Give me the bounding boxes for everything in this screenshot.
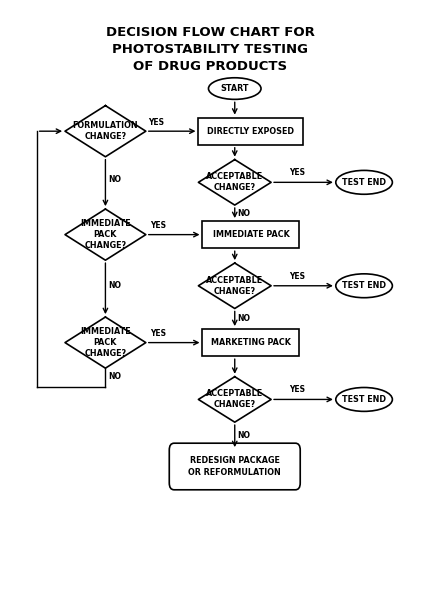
Text: NO: NO (237, 314, 250, 323)
Text: REDESIGN PACKAGE
OR REFORMULATION: REDESIGN PACKAGE OR REFORMULATION (188, 456, 281, 477)
Bar (203, 221, 299, 248)
Ellipse shape (336, 170, 392, 194)
Text: IMMEDIATE
PACK
CHANGE?: IMMEDIATE PACK CHANGE? (80, 219, 131, 250)
Text: START: START (221, 84, 249, 93)
Text: TEST END: TEST END (342, 281, 386, 290)
Ellipse shape (208, 78, 261, 99)
Text: FORMULATION
CHANGE?: FORMULATION CHANGE? (72, 121, 138, 141)
Text: NO: NO (109, 281, 122, 290)
Text: IMMEDIATE PACK: IMMEDIATE PACK (213, 230, 289, 239)
Text: TEST END: TEST END (342, 395, 386, 404)
Text: ACCEPTABLE
CHANGE?: ACCEPTABLE CHANGE? (206, 172, 263, 192)
Text: NO: NO (237, 432, 250, 440)
Text: NO: NO (109, 175, 122, 184)
Text: TEST END: TEST END (342, 178, 386, 187)
Text: YES: YES (150, 221, 166, 230)
Text: DECISION FLOW CHART FOR
PHOTOSTABILITY TESTING
OF DRUG PRODUCTS: DECISION FLOW CHART FOR PHOTOSTABILITY T… (106, 26, 315, 73)
Ellipse shape (336, 388, 392, 411)
Text: YES: YES (150, 329, 166, 338)
Text: NO: NO (237, 208, 250, 217)
Text: YES: YES (289, 272, 305, 281)
Text: DIRECTLY EXPOSED: DIRECTLY EXPOSED (208, 127, 294, 136)
Bar (198, 118, 304, 145)
Text: IMMEDIATE
PACK
CHANGE?: IMMEDIATE PACK CHANGE? (80, 327, 131, 358)
Ellipse shape (336, 274, 392, 298)
Text: ACCEPTABLE
CHANGE?: ACCEPTABLE CHANGE? (206, 390, 263, 410)
Text: NO: NO (109, 372, 122, 381)
Text: MARKETING PACK: MARKETING PACK (211, 338, 291, 347)
Text: YES: YES (289, 168, 305, 177)
Text: ACCEPTABLE
CHANGE?: ACCEPTABLE CHANGE? (206, 276, 263, 296)
Text: YES: YES (148, 118, 164, 127)
Text: YES: YES (289, 385, 305, 394)
FancyBboxPatch shape (169, 443, 300, 490)
Bar (203, 329, 299, 356)
